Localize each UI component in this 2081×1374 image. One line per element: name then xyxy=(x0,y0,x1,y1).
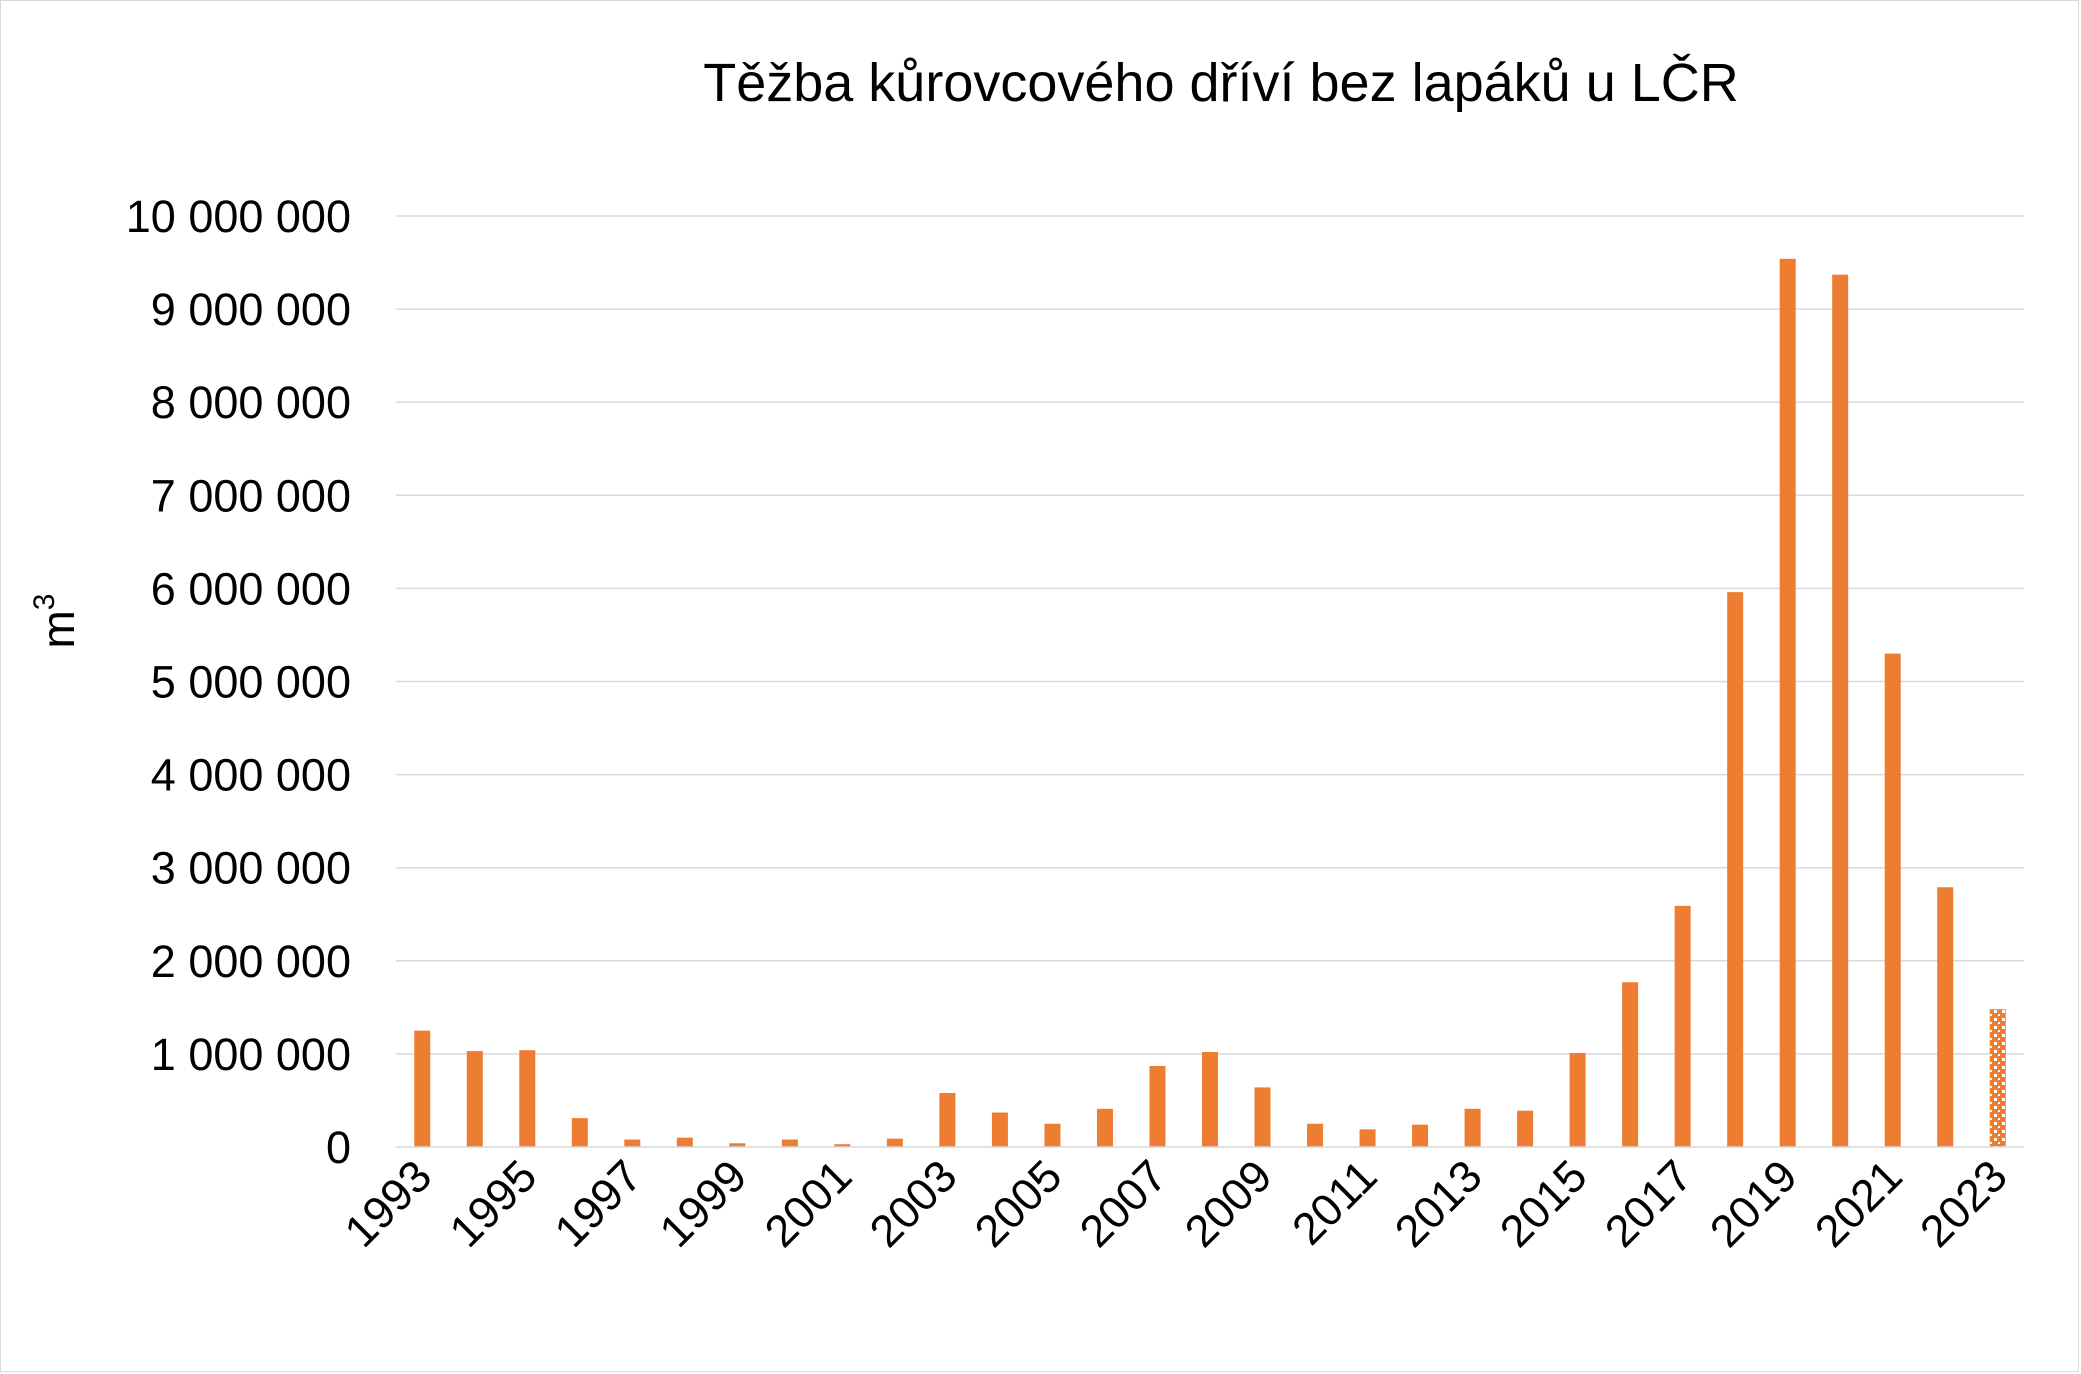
bar xyxy=(519,1050,536,1147)
bar xyxy=(1517,1110,1534,1147)
y-tick-label: 4 000 000 xyxy=(151,750,351,801)
bar xyxy=(1464,1108,1481,1147)
bar xyxy=(886,1138,903,1147)
x-tick-label: 2013 xyxy=(1385,1150,1492,1257)
bar xyxy=(1937,887,1954,1147)
x-tick-label: 2019 xyxy=(1700,1150,1807,1257)
x-tick-label: 2011 xyxy=(1282,1150,1386,1254)
bar xyxy=(729,1143,746,1147)
bar xyxy=(571,1118,588,1147)
bar xyxy=(1727,592,1744,1147)
bar xyxy=(1254,1087,1271,1147)
bar xyxy=(1884,653,1901,1147)
bar xyxy=(624,1139,641,1147)
bar xyxy=(1307,1123,1324,1147)
y-axis-label: m3 xyxy=(28,593,84,648)
y-tick-label: 5 000 000 xyxy=(151,657,351,708)
y-tick-label: 8 000 000 xyxy=(151,377,351,428)
bar xyxy=(1569,1052,1586,1147)
bar xyxy=(1202,1052,1218,1147)
bar xyxy=(1412,1124,1429,1147)
y-axis-label-base: m xyxy=(32,610,84,648)
bar xyxy=(1359,1129,1376,1147)
x-tick-label: 2015 xyxy=(1490,1150,1597,1257)
y-tick-label: 9 000 000 xyxy=(151,284,351,335)
bar xyxy=(1622,982,1639,1147)
x-tick-label: 2023 xyxy=(1910,1150,2017,1257)
x-tick-label: 1999 xyxy=(650,1150,757,1257)
bars xyxy=(414,258,2006,1147)
bar-estimated xyxy=(1989,1009,2006,1147)
bar xyxy=(1149,1066,1166,1147)
y-axis-ticks: 0 1 000 000 2 000 000 3 000 000 4 000 000 5 0… xyxy=(126,191,351,1173)
bar xyxy=(414,1030,431,1147)
x-tick-label: 2001 xyxy=(755,1150,862,1257)
bar xyxy=(939,1093,956,1147)
bar xyxy=(676,1137,693,1147)
bar xyxy=(1044,1123,1061,1147)
bar xyxy=(991,1112,1008,1147)
bar xyxy=(1779,258,1796,1147)
y-tick-label: 6 000 000 xyxy=(151,563,351,614)
x-tick-label: 2009 xyxy=(1175,1150,1282,1257)
x-tick-label: 1995 xyxy=(440,1150,547,1257)
bar xyxy=(1674,905,1691,1147)
gridlines xyxy=(396,215,2024,1055)
bar xyxy=(466,1051,483,1147)
x-tick-label: 1997 xyxy=(545,1150,652,1257)
y-tick-label: 0 xyxy=(326,1122,351,1173)
y-tick-label: 10 000 000 xyxy=(126,191,351,242)
x-tick-label: 2021 xyxy=(1805,1150,1912,1257)
x-tick-label: 2005 xyxy=(965,1150,1072,1257)
bar xyxy=(1832,274,1849,1147)
x-tick-label: 2007 xyxy=(1070,1150,1177,1257)
y-axis-label-superscript: 3 xyxy=(28,593,61,610)
y-tick-label: 3 000 000 xyxy=(151,843,351,894)
y-tick-label: 1 000 000 xyxy=(151,1029,351,1080)
chart-title: Těžba kůrovcového dříví bez lapáků u LČR xyxy=(703,53,1739,113)
bar xyxy=(1096,1108,1113,1147)
x-tick-label: 2017 xyxy=(1595,1150,1702,1257)
x-tick-label: 2003 xyxy=(860,1150,967,1257)
y-tick-label: 7 000 000 xyxy=(151,470,351,521)
bar xyxy=(781,1139,798,1147)
bar xyxy=(834,1144,851,1147)
y-tick-label: 2 000 000 xyxy=(151,936,351,987)
